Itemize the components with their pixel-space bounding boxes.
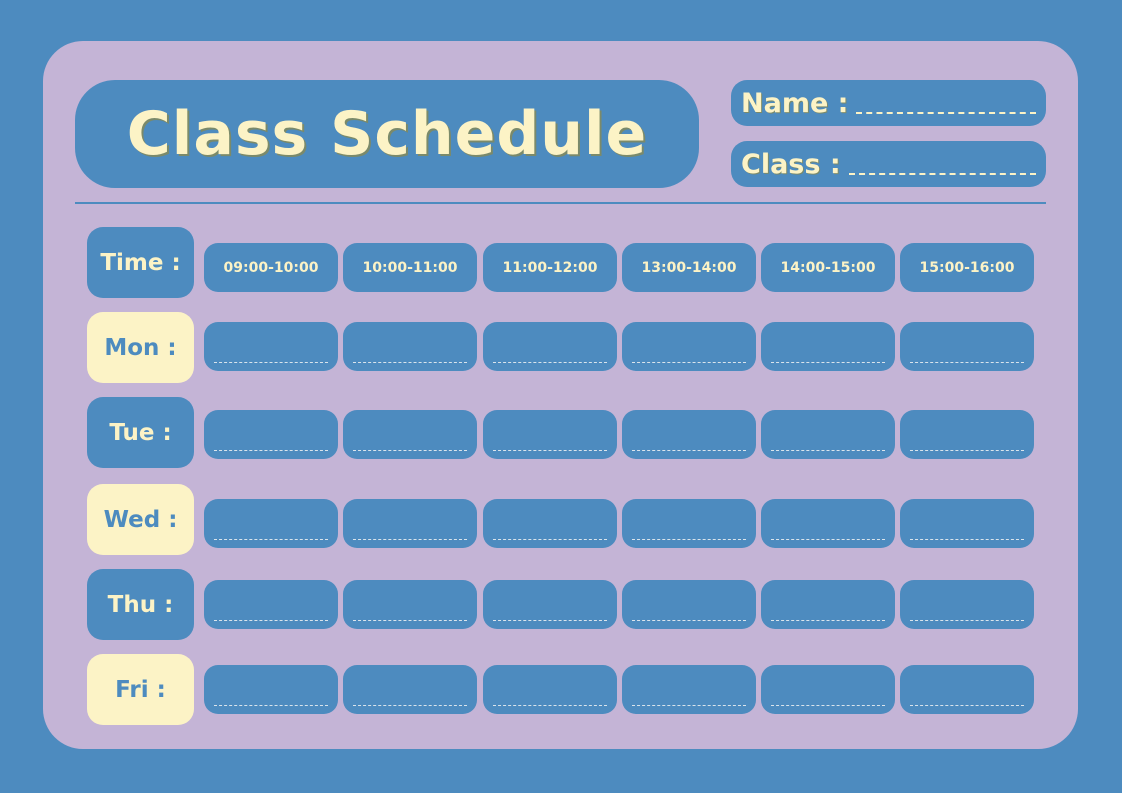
schedule-cell[interactable] bbox=[343, 665, 477, 714]
schedule-cell[interactable] bbox=[900, 499, 1034, 548]
schedule-cell[interactable] bbox=[761, 580, 895, 629]
class-field[interactable]: Class : bbox=[731, 141, 1046, 187]
schedule-cell[interactable] bbox=[483, 665, 617, 714]
cell-writing-line bbox=[214, 450, 328, 451]
time-slot-header: 13:00-14:00 bbox=[622, 243, 756, 292]
cell-writing-line bbox=[771, 705, 885, 706]
name-label: Name : bbox=[741, 87, 849, 119]
cell-writing-line bbox=[214, 705, 328, 706]
cell-writing-line bbox=[632, 620, 746, 621]
schedule-cell[interactable] bbox=[622, 665, 756, 714]
cell-writing-line bbox=[771, 620, 885, 621]
time-slot-header: 15:00-16:00 bbox=[900, 243, 1034, 292]
day-label: Wed : bbox=[87, 484, 194, 555]
cell-writing-line bbox=[353, 450, 467, 451]
time-slot-header: 11:00-12:00 bbox=[483, 243, 617, 292]
page-title: Class Schedule bbox=[126, 99, 648, 169]
schedule-cell[interactable] bbox=[622, 322, 756, 371]
schedule-cell[interactable] bbox=[343, 410, 477, 459]
schedule-cell[interactable] bbox=[900, 665, 1034, 714]
schedule-cell[interactable] bbox=[483, 499, 617, 548]
cell-writing-line bbox=[493, 620, 607, 621]
schedule-cell[interactable] bbox=[343, 322, 477, 371]
schedule-cell[interactable] bbox=[622, 499, 756, 548]
schedule-cell[interactable] bbox=[483, 580, 617, 629]
cell-writing-line bbox=[353, 620, 467, 621]
schedule-cell[interactable] bbox=[761, 665, 895, 714]
day-label: Fri : bbox=[87, 654, 194, 725]
cell-writing-line bbox=[493, 539, 607, 540]
name-input-line[interactable] bbox=[856, 92, 1036, 114]
schedule-cell[interactable] bbox=[900, 580, 1034, 629]
schedule-cell[interactable] bbox=[900, 410, 1034, 459]
schedule-cell[interactable] bbox=[900, 322, 1034, 371]
cell-writing-line bbox=[632, 450, 746, 451]
cell-writing-line bbox=[493, 362, 607, 363]
cell-writing-line bbox=[214, 539, 328, 540]
schedule-cell[interactable] bbox=[622, 580, 756, 629]
day-label: Tue : bbox=[87, 397, 194, 468]
cell-writing-line bbox=[353, 362, 467, 363]
class-label: Class : bbox=[741, 148, 841, 180]
cell-writing-line bbox=[353, 705, 467, 706]
schedule-cell[interactable] bbox=[483, 322, 617, 371]
schedule-cell[interactable] bbox=[483, 410, 617, 459]
cell-writing-line bbox=[910, 539, 1024, 540]
cell-writing-line bbox=[910, 450, 1024, 451]
cell-writing-line bbox=[771, 539, 885, 540]
cell-writing-line bbox=[632, 362, 746, 363]
cell-writing-line bbox=[214, 620, 328, 621]
schedule-cell[interactable] bbox=[343, 499, 477, 548]
cell-writing-line bbox=[493, 705, 607, 706]
title-banner: Class Schedule bbox=[75, 80, 699, 188]
schedule-cell[interactable] bbox=[204, 665, 338, 714]
time-slot-header: 10:00-11:00 bbox=[343, 243, 477, 292]
time-slot-header: 14:00-15:00 bbox=[761, 243, 895, 292]
schedule-cell[interactable] bbox=[761, 410, 895, 459]
cell-writing-line bbox=[910, 362, 1024, 363]
divider bbox=[75, 202, 1046, 204]
cell-writing-line bbox=[214, 362, 328, 363]
schedule-cell[interactable] bbox=[204, 499, 338, 548]
cell-writing-line bbox=[632, 539, 746, 540]
name-field[interactable]: Name : bbox=[731, 80, 1046, 126]
day-label: Thu : bbox=[87, 569, 194, 640]
day-label: Mon : bbox=[87, 312, 194, 383]
cell-writing-line bbox=[910, 620, 1024, 621]
class-input-line[interactable] bbox=[848, 153, 1036, 175]
schedule-cell[interactable] bbox=[761, 322, 895, 371]
cell-writing-line bbox=[493, 450, 607, 451]
cell-writing-line bbox=[910, 705, 1024, 706]
cell-writing-line bbox=[632, 705, 746, 706]
cell-writing-line bbox=[771, 450, 885, 451]
schedule-cell[interactable] bbox=[343, 580, 477, 629]
schedule-cell[interactable] bbox=[204, 322, 338, 371]
time-label: Time : bbox=[87, 227, 194, 298]
schedule-cell[interactable] bbox=[622, 410, 756, 459]
schedule-cell[interactable] bbox=[204, 410, 338, 459]
cell-writing-line bbox=[353, 539, 467, 540]
cell-writing-line bbox=[771, 362, 885, 363]
schedule-cell[interactable] bbox=[761, 499, 895, 548]
schedule-cell[interactable] bbox=[204, 580, 338, 629]
time-slot-header: 09:00-10:00 bbox=[204, 243, 338, 292]
